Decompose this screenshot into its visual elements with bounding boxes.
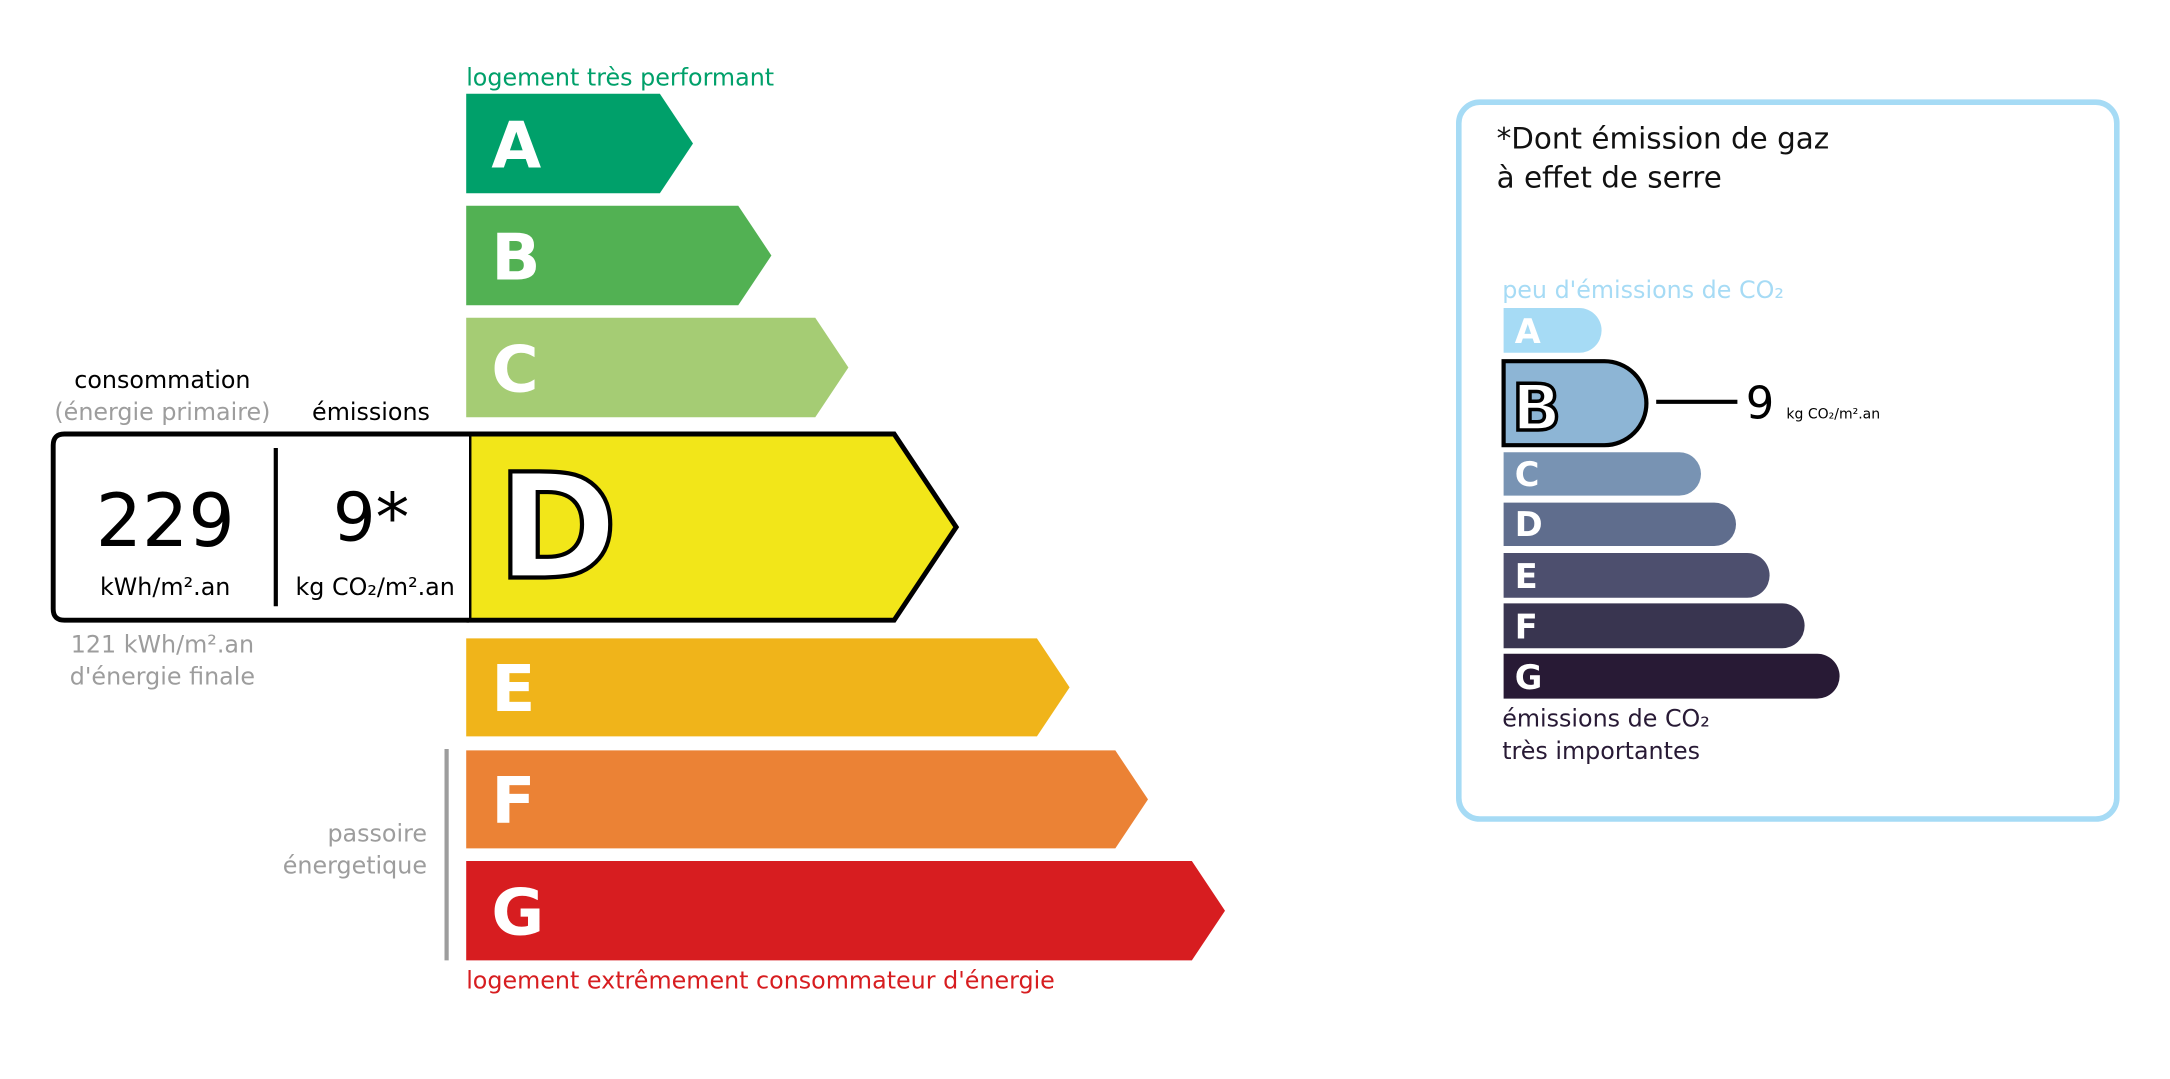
consumption-label: consommation [74,366,250,394]
ges-value: 9 [1746,377,1775,430]
energy-value-box [50,431,469,623]
ges-top-label: peu d'émissions de CO₂ [1502,276,1784,304]
ges-class-letter: C [1515,455,1540,494]
ges-class-c-bar [1503,452,1701,496]
final-energy-value: 121 kWh/m².an [71,630,254,658]
energy-class-letter: D [497,444,618,613]
passoire-label-2: énergetique [283,852,427,880]
emissions-value: 9* [333,478,409,556]
ges-class-letter: G [1515,658,1543,697]
ges-class-b-bar [1501,359,1649,448]
ges-class-e-bar [1503,553,1770,598]
energy-class-f-bar [466,750,1148,849]
consumption-sublabel: (énergie primaire) [54,398,270,426]
ges-title-2: à effet de serre [1497,161,1722,195]
energy-class-letter: A [491,108,541,183]
energy-top-label: logement très performant [466,63,774,91]
ges-class-f-bar [1503,603,1805,649]
ges-bottom-label-1: émissions de CO₂ [1502,705,1710,733]
consumption-unit: kWh/m².an [100,573,230,601]
ges-bottom-label-2: très importantes [1502,737,1700,765]
emissions-label: émissions [312,398,430,426]
energy-class-letter: G [491,876,544,951]
emissions-unit: kg CO₂/m².an [296,573,455,601]
energy-class-g-bar [466,861,1225,961]
ges-class-letter: E [1515,557,1538,596]
ges-class-d-bar [1503,502,1736,547]
ges-class-letter: B [1512,371,1561,446]
energy-class-b-bar [466,205,772,306]
energy-class-a-bar [466,93,693,194]
ges-class-letter: D [1515,505,1543,544]
energy-class-letter: F [491,764,535,839]
final-energy-label: d'énergie finale [70,663,255,691]
energy-class-letter: B [491,220,540,295]
ges-class-letter: A [1515,312,1541,351]
ges-class-a-bar [1503,308,1602,353]
energy-bottom-label: logement extrêmement consommateur d'éner… [466,966,1055,994]
energy-class-e-bar [466,638,1070,737]
ges-title-1: *Dont émission de gaz [1497,121,1830,155]
consumption-value: 229 [96,479,235,564]
energy-class-c-bar [466,317,849,418]
passoire-label-1: passoire [327,819,427,847]
ges-unit: kg CO₂/m².an [1786,407,1880,423]
energy-class-letter: E [491,652,535,727]
ges-class-g-bar [1503,653,1840,699]
ges-class-letter: F [1515,607,1538,646]
energy-class-letter: C [491,332,538,407]
